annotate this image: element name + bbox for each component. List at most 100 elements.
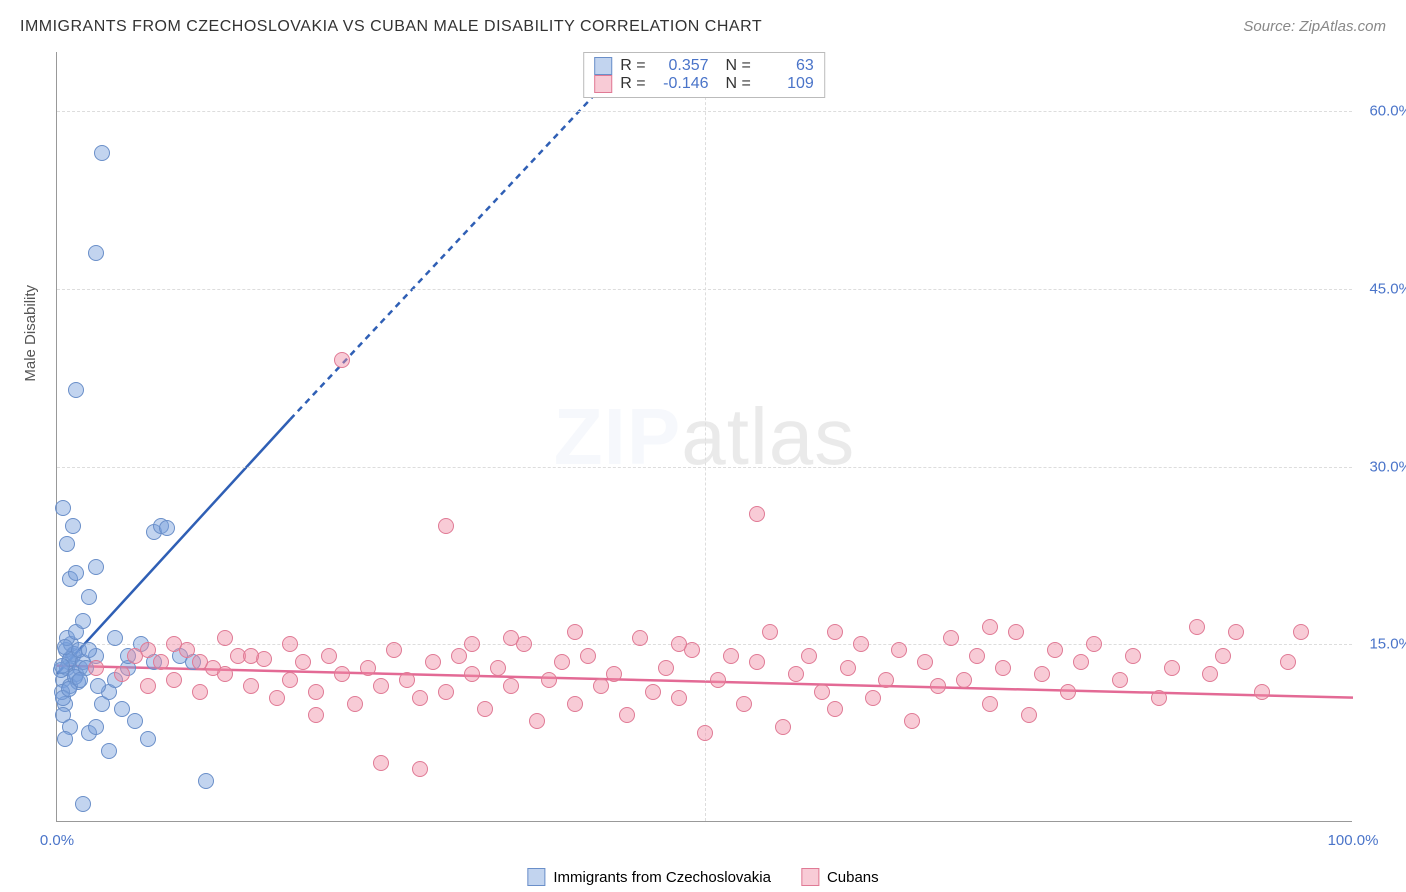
scatter-point <box>243 648 259 664</box>
scatter-point <box>81 589 97 605</box>
scatter-point <box>477 701 493 717</box>
scatter-point <box>217 630 233 646</box>
legend-label: Cubans <box>827 869 879 886</box>
scatter-point <box>88 559 104 575</box>
scatter-point <box>166 636 182 652</box>
scatter-point <box>308 707 324 723</box>
scatter-point <box>90 678 106 694</box>
stat-value-n: 63 <box>759 57 814 75</box>
scatter-point <box>1125 648 1141 664</box>
scatter-point <box>386 642 402 658</box>
scatter-point <box>65 518 81 534</box>
scatter-point <box>464 666 480 682</box>
legend-swatch <box>594 57 612 75</box>
scatter-point <box>57 731 73 747</box>
scatter-point <box>917 654 933 670</box>
scatter-point <box>1228 624 1244 640</box>
scatter-point <box>295 654 311 670</box>
scatter-point <box>217 666 233 682</box>
scatter-point <box>1021 707 1037 723</box>
scatter-point <box>827 701 843 717</box>
scatter-point <box>59 536 75 552</box>
scatter-point <box>1086 636 1102 652</box>
scatter-point <box>373 755 389 771</box>
y-tick-label: 45.0% <box>1357 280 1406 297</box>
scatter-point <box>321 648 337 664</box>
scatter-point <box>198 773 214 789</box>
scatter-point <box>399 672 415 688</box>
chart-plot-area: ZIPatlas 15.0%30.0%45.0%60.0%0.0%100.0% … <box>56 52 1352 822</box>
stat-label-n: N = <box>717 57 751 75</box>
scatter-point <box>1060 684 1076 700</box>
stat-value-r: -0.146 <box>654 75 709 93</box>
source-prefix: Source: <box>1243 18 1299 35</box>
chart-title: IMMIGRANTS FROM CZECHOSLOVAKIA VS CUBAN … <box>20 18 762 36</box>
scatter-point <box>801 648 817 664</box>
scatter-point <box>1254 684 1270 700</box>
legend-item: Cubans <box>801 868 879 886</box>
scatter-point <box>1112 672 1128 688</box>
scatter-point <box>1215 648 1231 664</box>
scatter-point <box>101 743 117 759</box>
scatter-point <box>127 713 143 729</box>
scatter-point <box>503 678 519 694</box>
scatter-point <box>645 684 661 700</box>
scatter-point <box>749 506 765 522</box>
scatter-point <box>360 660 376 676</box>
scatter-point <box>282 672 298 688</box>
scatter-point <box>840 660 856 676</box>
scatter-point <box>956 672 972 688</box>
scatter-point <box>166 672 182 688</box>
scatter-point <box>114 701 130 717</box>
stat-label-r: R = <box>620 75 645 93</box>
scatter-point <box>878 672 894 688</box>
scatter-point <box>269 690 285 706</box>
scatter-point <box>697 725 713 741</box>
scatter-point <box>775 719 791 735</box>
gridline-vertical <box>705 52 706 821</box>
legend-label: Immigrants from Czechoslovakia <box>553 869 771 886</box>
scatter-point <box>140 678 156 694</box>
scatter-point <box>55 500 71 516</box>
legend-item: Immigrants from Czechoslovakia <box>527 868 771 886</box>
scatter-point <box>1008 624 1024 640</box>
scatter-point <box>567 696 583 712</box>
scatter-point <box>81 642 97 658</box>
scatter-point <box>995 660 1011 676</box>
scatter-point <box>68 565 84 581</box>
scatter-point <box>347 696 363 712</box>
stat-label-n: N = <box>717 75 751 93</box>
correlation-stats-box: R =0.357 N =63R =-0.146 N =109 <box>583 52 825 98</box>
scatter-point <box>904 713 920 729</box>
scatter-point <box>334 666 350 682</box>
scatter-point <box>671 690 687 706</box>
scatter-point <box>68 382 84 398</box>
scatter-point <box>412 761 428 777</box>
x-axis-legend: Immigrants from Czechoslovakia Cubans <box>527 868 878 886</box>
scatter-point <box>192 654 208 670</box>
scatter-point <box>529 713 545 729</box>
scatter-point <box>75 613 91 629</box>
x-tick-label: 0.0% <box>40 832 74 849</box>
y-tick-label: 15.0% <box>1357 636 1406 653</box>
scatter-point <box>749 654 765 670</box>
scatter-point <box>1073 654 1089 670</box>
stat-value-r: 0.357 <box>654 57 709 75</box>
scatter-point <box>243 678 259 694</box>
source-link[interactable]: ZipAtlas.com <box>1299 18 1386 35</box>
scatter-point <box>788 666 804 682</box>
scatter-point <box>930 678 946 694</box>
scatter-point <box>438 684 454 700</box>
scatter-point <box>159 520 175 536</box>
scatter-point <box>192 684 208 700</box>
scatter-point <box>1047 642 1063 658</box>
scatter-point <box>567 624 583 640</box>
scatter-point <box>1189 619 1205 635</box>
scatter-point <box>1151 690 1167 706</box>
scatter-point <box>438 518 454 534</box>
scatter-point <box>54 658 70 674</box>
scatter-point <box>606 666 622 682</box>
y-tick-label: 30.0% <box>1357 458 1406 475</box>
scatter-point <box>153 654 169 670</box>
scatter-point <box>723 648 739 664</box>
